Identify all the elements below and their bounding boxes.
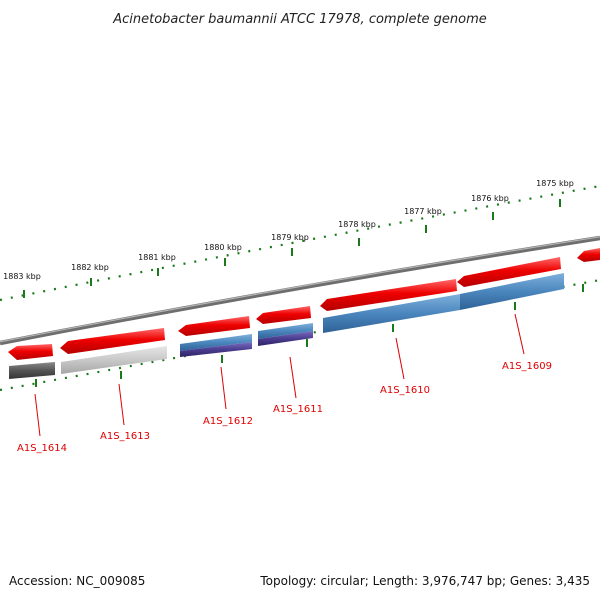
- tick-label: 1877 kbp: [404, 207, 442, 216]
- tick-label: 1881 kbp: [138, 253, 176, 262]
- genome-summary-text: Topology: circular; Length: 3,976,747 bp…: [260, 574, 590, 588]
- tick-label: 1883 kbp: [3, 272, 41, 281]
- tick-label: 1878 kbp: [338, 220, 376, 229]
- leader-a1s-1609: [514, 313, 525, 355]
- cds-arrow-partial[interactable]: [577, 248, 600, 262]
- feature-block-a1s-1611-blue[interactable]: [258, 323, 313, 339]
- inner-major-ticks: [35, 284, 584, 387]
- backbone-highlight: [0, 236, 600, 343]
- cds-arrow-a1s-1612[interactable]: [178, 316, 250, 336]
- leader-a1s-1614: [34, 393, 41, 437]
- tick-label: 1879 kbp: [271, 233, 309, 242]
- cds-arrow-a1s-1611[interactable]: [256, 306, 311, 324]
- feature-block-a1s-1614[interactable]: [9, 362, 55, 379]
- cds-arrow-a1s-1613[interactable]: [60, 328, 165, 354]
- gene-label-a1s-1613[interactable]: A1S_1613: [100, 431, 150, 442]
- gene-labels: A1S_1614 A1S_1613 A1S_1612 A1S_1611 A1S_…: [17, 361, 552, 454]
- genome-backbone: [0, 235, 600, 346]
- tick-labels: 1883 kbp 1882 kbp 1881 kbp 1880 kbp 1879 kbp…: [3, 179, 574, 281]
- map-title: Acinetobacter baumannii ATCC 17978, comp…: [112, 12, 487, 27]
- tick-label: 1875 kbp: [536, 179, 574, 188]
- feature-block-a1s-1613[interactable]: [61, 346, 167, 374]
- cds-track: [8, 248, 600, 360]
- feature-track: [9, 273, 564, 379]
- gene-label-a1s-1609[interactable]: A1S_1609: [502, 361, 552, 372]
- accession-text: Accession: NC_009085: [9, 574, 146, 588]
- cds-arrow-a1s-1609[interactable]: [457, 257, 561, 287]
- label-leaders: [34, 313, 525, 437]
- tick-label: 1876 kbp: [471, 194, 509, 203]
- gene-label-a1s-1612[interactable]: A1S_1612: [203, 416, 253, 427]
- feature-block-a1s-1612-blue[interactable]: [180, 334, 252, 351]
- gene-label-a1s-1610[interactable]: A1S_1610: [380, 385, 430, 396]
- feature-block-a1s-1611-purple[interactable]: [258, 331, 313, 346]
- feature-block-a1s-1609[interactable]: [460, 273, 564, 310]
- leader-a1s-1611: [289, 356, 297, 399]
- leader-a1s-1610: [395, 337, 405, 380]
- cds-arrow-a1s-1614[interactable]: [8, 344, 53, 360]
- tick-label: 1882 kbp: [71, 263, 109, 272]
- cds-arrow-a1s-1610[interactable]: [320, 279, 457, 311]
- leader-a1s-1613: [118, 383, 125, 426]
- feature-block-a1s-1612-purple[interactable]: [180, 342, 252, 357]
- gene-label-a1s-1611[interactable]: A1S_1611: [273, 404, 323, 415]
- tick-label: 1880 kbp: [204, 243, 242, 252]
- feature-block-a1s-1610[interactable]: [323, 294, 460, 333]
- leader-a1s-1612: [220, 366, 227, 410]
- gene-label-a1s-1614[interactable]: A1S_1614: [17, 443, 67, 454]
- major-ticks: [23, 199, 561, 298]
